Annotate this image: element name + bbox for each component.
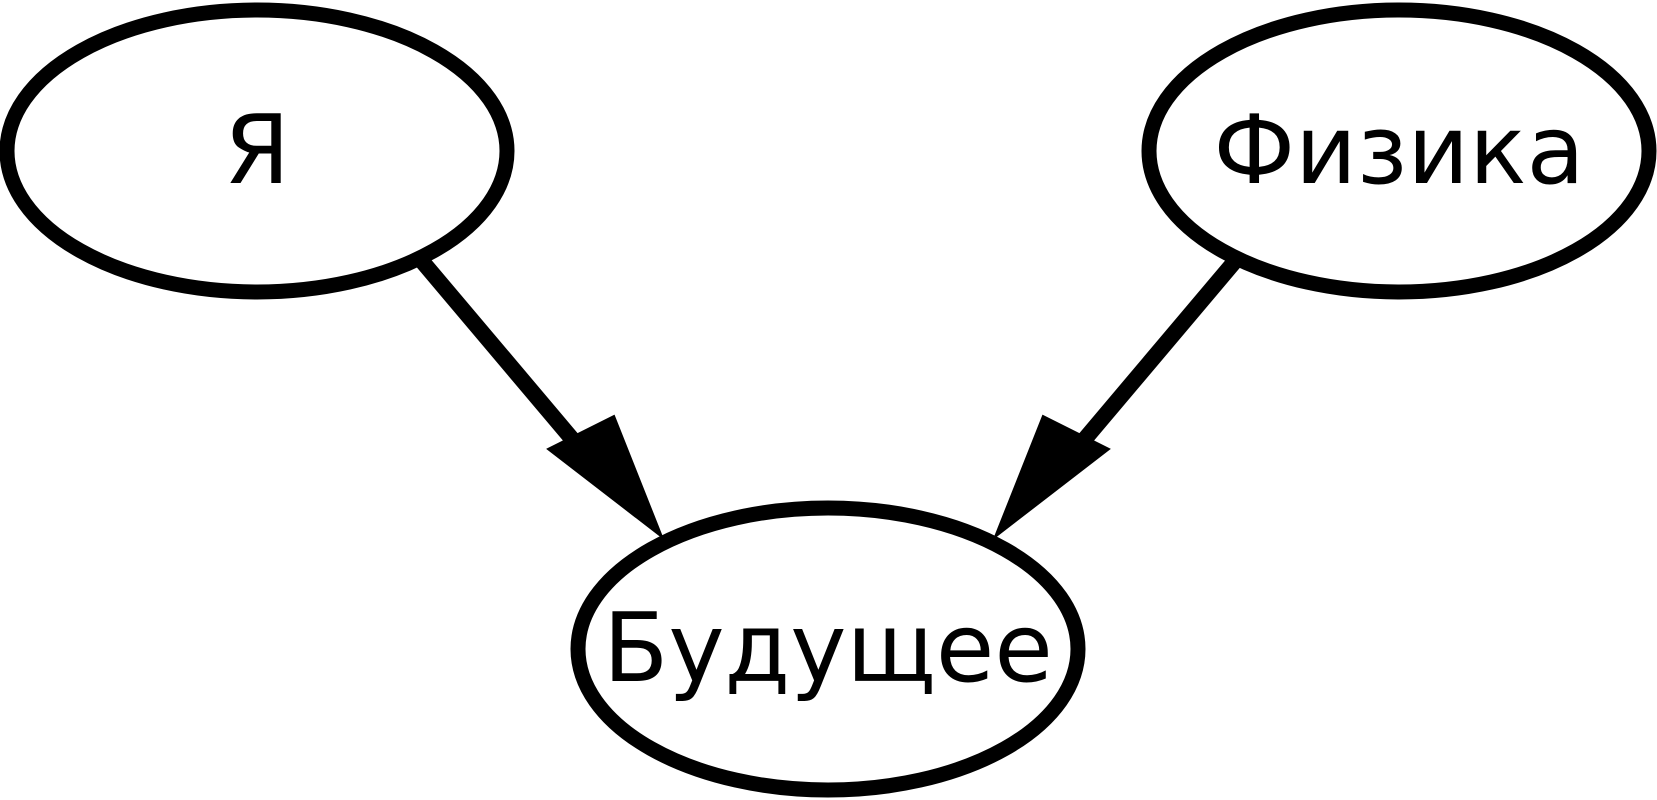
edge-physics-to-future-line xyxy=(1072,254,1243,452)
node-future-label: Будущее xyxy=(603,594,1053,704)
node-me-label: Я xyxy=(224,96,290,206)
edge-physics-to-future-arrowhead xyxy=(992,414,1111,541)
node-future: Будущее xyxy=(570,500,1086,798)
node-physics-label: Физика xyxy=(1213,96,1584,206)
edge-me-to-future xyxy=(414,254,665,541)
edge-physics-to-future xyxy=(992,254,1243,541)
node-future-ellipse xyxy=(570,500,1086,798)
node-me: Я xyxy=(0,2,515,300)
node-physics: Физика xyxy=(1141,2,1657,300)
node-me-ellipse xyxy=(0,2,515,300)
edge-me-to-future-line xyxy=(414,254,585,452)
edge-me-to-future-arrowhead xyxy=(546,414,665,541)
node-physics-ellipse xyxy=(1141,2,1657,300)
